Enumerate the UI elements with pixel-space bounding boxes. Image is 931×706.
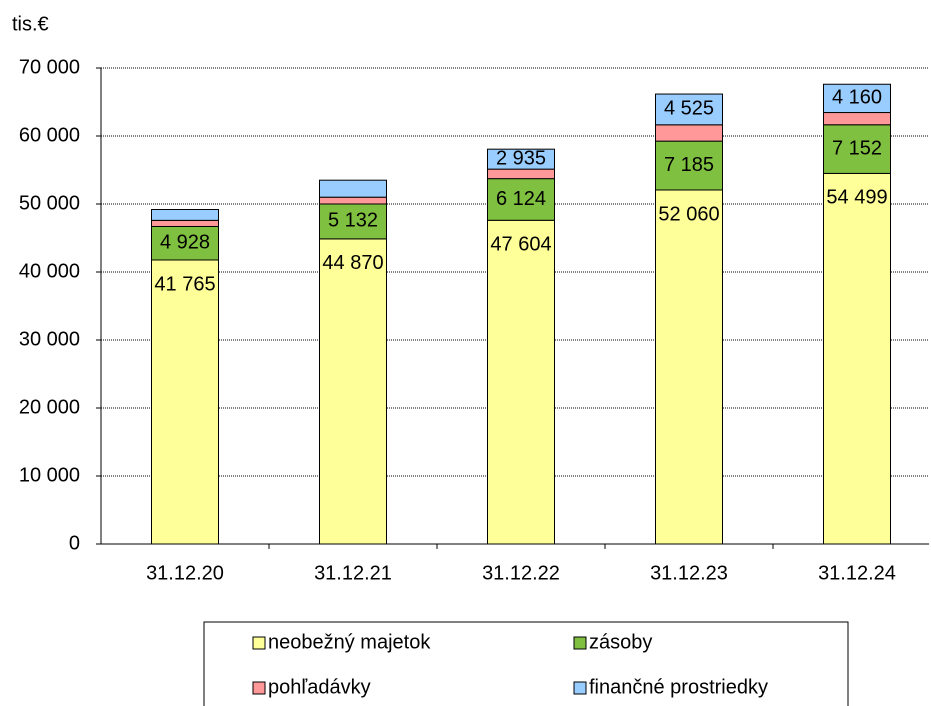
bar-segment [655, 140, 723, 191]
value-label: 5 132 [328, 210, 378, 232]
bar-segment [487, 148, 555, 170]
x-tick-label: 31.12.24 [818, 562, 896, 584]
bar-segment [487, 168, 555, 180]
y-tick-label: 60 000 [19, 124, 80, 146]
value-label: 47 604 [490, 234, 551, 256]
y-axis-label: tis.€ [12, 13, 49, 35]
y-tick-label: 70 000 [19, 56, 80, 78]
x-tick-label: 31.12.21 [314, 562, 392, 584]
bar-segment [319, 179, 387, 198]
legend-label: neobežný majetok [268, 631, 431, 653]
y-tick-label: 50 000 [19, 192, 80, 214]
value-label: 44 870 [322, 252, 383, 274]
x-tick-label: 31.12.23 [650, 562, 728, 584]
value-label: 41 765 [154, 273, 215, 295]
legend-box [203, 621, 849, 706]
value-label: 4 160 [832, 87, 882, 109]
value-label: 52 060 [658, 203, 719, 225]
bar-segment [655, 93, 723, 126]
y-tick-label: 10 000 [19, 464, 80, 486]
value-label: 7 152 [832, 137, 882, 159]
legend-swatch [573, 636, 587, 650]
bar-segment [487, 219, 555, 545]
bar-segment [319, 203, 387, 240]
bar-segment [319, 196, 387, 205]
x-tick-label: 31.12.20 [146, 562, 224, 584]
y-tick-label: 40 000 [19, 260, 80, 282]
bar-segment [151, 208, 219, 221]
value-label: 6 124 [496, 188, 546, 210]
value-label: 54 499 [826, 187, 887, 209]
value-label: 4 525 [664, 98, 714, 120]
value-label: 7 185 [664, 154, 714, 176]
y-tick-label: 30 000 [19, 328, 80, 350]
legend-swatch [573, 681, 587, 695]
bar-segment [655, 124, 723, 142]
legend-label: finančné prostriedky [589, 676, 768, 698]
y-tick-label: 0 [69, 532, 80, 554]
bar-segment [151, 219, 219, 227]
y-tick-label: 20 000 [19, 396, 80, 418]
value-label: 2 935 [496, 147, 546, 169]
bar-segment [319, 238, 387, 545]
legend-label: zásoby [589, 631, 652, 653]
bar-segment [823, 172, 891, 545]
legend-swatch [252, 681, 266, 695]
bar-segment [151, 259, 219, 545]
bar-segment [655, 189, 723, 545]
bar-segment [823, 112, 891, 126]
bar-segment [823, 83, 891, 114]
legend-swatch [252, 636, 266, 650]
x-tick-label: 31.12.22 [482, 562, 560, 584]
value-label: 4 928 [160, 232, 210, 254]
legend-label: pohľadávky [268, 676, 371, 698]
